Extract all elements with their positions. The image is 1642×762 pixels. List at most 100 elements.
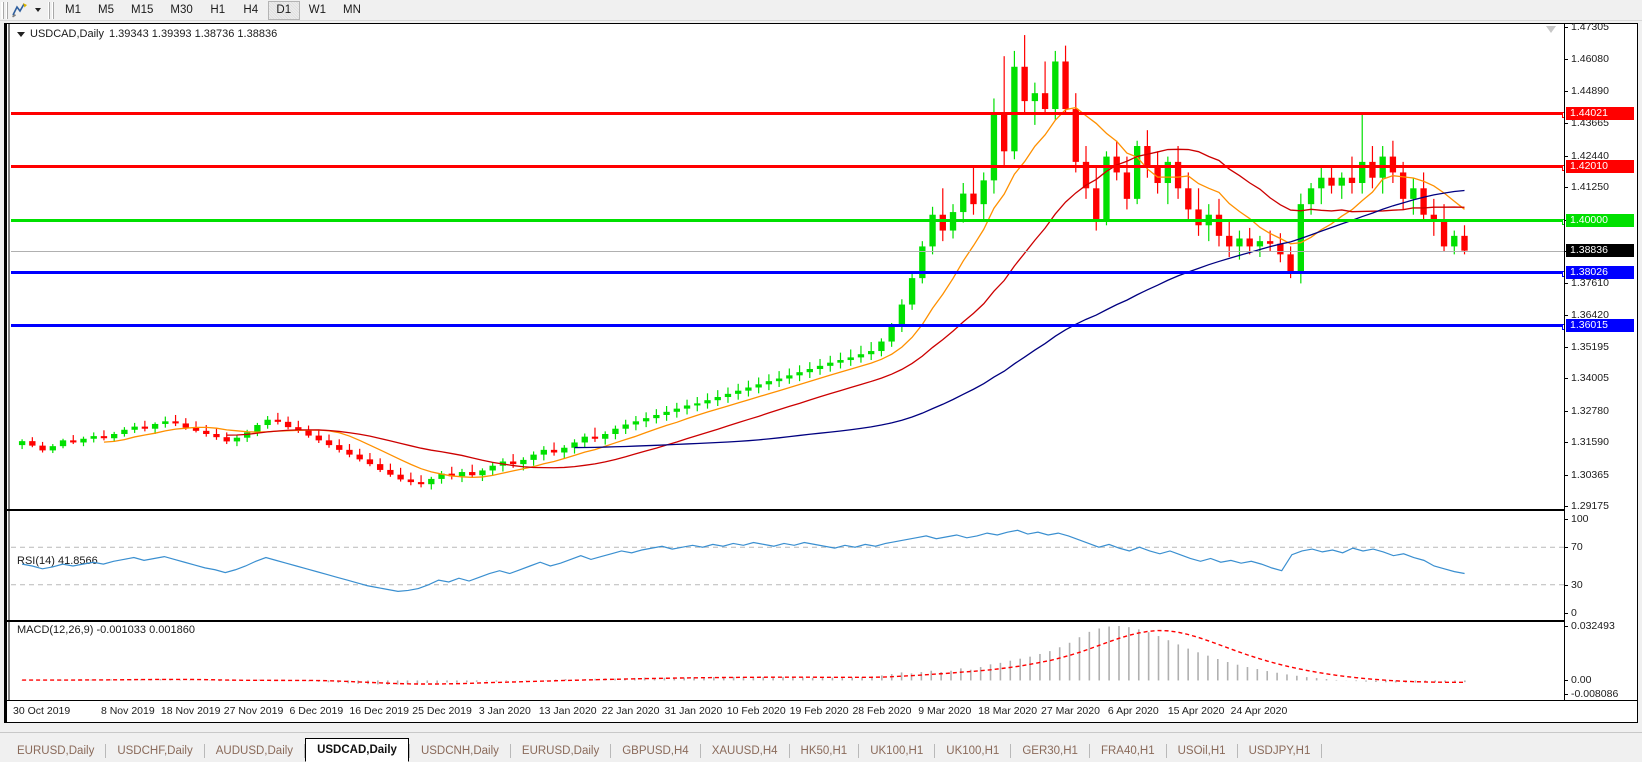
price-tick-1.32780: 1.32780 [1565, 405, 1609, 417]
price-tick-1.29175: 1.29175 [1565, 501, 1609, 512]
chart-tab-fra40-h1[interactable]: FRA40,H1 [1100, 745, 1155, 757]
chart-menu-caret-icon[interactable] [17, 31, 25, 37]
chart-tab-uk100-h1[interactable]: UK100,H1 [870, 745, 924, 757]
tab-divider [1165, 744, 1167, 758]
chart-symbol-header: USDCAD,Daily 1.39343 1.39393 1.38736 1.3… [17, 28, 277, 40]
date-label-0: 30 Oct 2019 [13, 705, 71, 717]
toolbar-grip[interactable] [1, 1, 8, 19]
timeframe-button-h4[interactable]: H4 [243, 4, 259, 16]
date-label-5: 16 Dec 2019 [349, 705, 409, 717]
tab-divider [699, 744, 701, 758]
level-line-support-2[interactable] [11, 323, 1568, 330]
price-tick-1.30365: 1.30365 [1565, 469, 1609, 481]
chart-ohlc-values: 1.39343 1.39393 1.38736 1.38836 [108, 28, 278, 40]
rsi-label: RSI(14) 41.8566 [17, 555, 98, 567]
chart-tab-gbpusd-h4[interactable]: GBPUSD,H4 [622, 745, 689, 757]
price-tick-1.47305: 1.47305 [1565, 22, 1609, 33]
tab-divider [610, 744, 612, 758]
timeframe-button-mn[interactable]: MN [343, 4, 361, 16]
chart-tab-audusd-daily[interactable]: AUDUSD,Daily [215, 745, 294, 757]
chart-frame[interactable]: USDCAD,Daily 1.39343 1.39393 1.38736 1.3… [4, 22, 1638, 723]
price-tick-1.41250: 1.41250 [1565, 181, 1609, 193]
chart-tab-uk100-h1[interactable]: UK100,H1 [946, 745, 1000, 757]
chart-left-scrollbar[interactable] [7, 24, 10, 722]
timeframe-button-m1[interactable]: M1 [65, 4, 81, 16]
price-label-1.38026[interactable]: 1.38026 [1566, 265, 1634, 279]
chart-tab-usoil-h1[interactable]: USOil,H1 [1177, 745, 1226, 757]
level-line-resistance-2[interactable] [11, 165, 1568, 172]
rsi-panel[interactable] [11, 511, 1565, 619]
tab-divider [1236, 744, 1238, 758]
timeframe-button-m5[interactable]: M5 [98, 4, 114, 16]
date-label-15: 18 Mar 2020 [978, 705, 1038, 717]
date-label-19: 24 Apr 2020 [1230, 705, 1288, 717]
chart-tab-eurusd-daily[interactable]: EURUSD,Daily [521, 745, 600, 757]
date-label-18: 15 Apr 2020 [1167, 705, 1225, 717]
current-price-line [11, 250, 1564, 252]
date-label-16: 27 Mar 2020 [1040, 705, 1100, 717]
level-line-resistance-1[interactable] [11, 112, 1568, 119]
date-label-12: 19 Feb 2020 [789, 705, 849, 717]
date-label-14: 9 Mar 2020 [918, 705, 972, 717]
candlestick-canvas [18, 35, 1468, 490]
tab-divider [105, 744, 107, 758]
rsi-canvas [11, 529, 1565, 592]
date-label-4: 6 Dec 2019 [289, 705, 344, 717]
price-label-1.44021[interactable]: 1.44021 [1566, 107, 1634, 121]
macd-label: MACD(12,26,9) -0.001033 0.001860 [17, 624, 195, 636]
timeframe-button-w1[interactable]: W1 [308, 4, 326, 16]
chart-tabs-bar: EURUSD,Daily USDCHF,Daily AUDUSD,Daily USDC… [0, 732, 1642, 762]
price-scale[interactable]: 1.47305 1.46080 1.44890 1.43665 1.42440 1.412… [1564, 22, 1637, 722]
date-label-7: 3 Jan 2020 [478, 705, 531, 717]
timeframe-button-m30[interactable]: M30 [170, 4, 193, 16]
chart-tab-eurusd-daily[interactable]: EURUSD,Daily [17, 745, 95, 757]
chart-tab-usdjpy-h1[interactable]: USDJPY,H1 [1248, 745, 1311, 757]
date-label-9: 22 Jan 2020 [601, 705, 660, 717]
date-label-3: 27 Nov 2019 [223, 705, 284, 717]
price-tick-1.36420: 1.36420 [1565, 309, 1609, 321]
indicators-dropdown-caret[interactable] [31, 1, 44, 20]
chart-tab-hk50-h1[interactable]: HK50,H1 [800, 745, 848, 757]
price-tick-1.35195: 1.35195 [1565, 341, 1609, 353]
price-tick-1.42440: 1.42440 [1565, 150, 1609, 162]
macd-tick-2: -0.008086 [1565, 689, 1618, 700]
price-panel[interactable] [11, 24, 1568, 509]
price-label-1.42010[interactable]: 1.42010 [1566, 160, 1634, 174]
level-line-support-1[interactable] [11, 270, 1568, 277]
timeframe-button-h1[interactable]: H1 [210, 4, 226, 16]
tab-divider [1321, 744, 1323, 758]
rsi-tick-70: 70 [1565, 542, 1583, 553]
price-label-1.40000[interactable]: 1.40000 [1566, 213, 1634, 227]
rsi-panel-divider [7, 509, 1637, 511]
chart-tab-ger30-h1[interactable]: GER30,H1 [1022, 745, 1078, 757]
level-line-pivot[interactable] [11, 218, 1568, 225]
price-tick-1.44890: 1.44890 [1565, 85, 1609, 97]
date-axis[interactable]: 30 Oct 2019 8 Nov 2019 18 Nov 2019 27 Nov 2… [7, 700, 1637, 722]
chart-tab-usdchf-daily[interactable]: USDCHF,Daily [117, 745, 193, 757]
timeframe-group: M1 M5 M15 M30 H1 H4 D1 W1 MN [57, 0, 369, 20]
price-tick-1.37610: 1.37610 [1565, 278, 1609, 289]
price-label-1.38836[interactable]: 1.38836 [1566, 244, 1634, 258]
chart-tab-usdcad-daily[interactable]: USDCAD,Daily [305, 738, 409, 762]
tab-divider [1010, 744, 1012, 758]
chart-symbol-label: USDCAD,Daily [30, 28, 104, 40]
price-tick-1.46080: 1.46080 [1565, 54, 1609, 65]
tab-divider [203, 744, 205, 758]
rsi-tick-100: 100 [1565, 514, 1589, 525]
timeframe-button-m15[interactable]: M15 [131, 4, 154, 16]
scroll-up-indicator-icon[interactable] [1546, 26, 1556, 33]
date-label-17: 6 Apr 2020 [1107, 705, 1159, 717]
date-label-6: 25 Dec 2019 [412, 705, 472, 717]
macd-tick-1: 0.00 [1565, 675, 1591, 686]
date-label-1: 8 Nov 2019 [100, 705, 155, 717]
indicators-icon[interactable] [9, 1, 31, 20]
chart-tab-xauusd-h4[interactable]: XAUUSD,H4 [711, 745, 778, 757]
macd-panel[interactable] [11, 622, 1564, 700]
price-label-1.36015[interactable]: 1.36015 [1566, 318, 1634, 332]
timeframe-button-d1[interactable]: D1 [267, 0, 300, 20]
macd-panel-divider [7, 620, 1637, 622]
macd-tick-0: 0.032493 [1565, 621, 1615, 632]
chart-tab-usdcnh-daily[interactable]: USDCNH,Daily [420, 745, 499, 757]
toolbar-separator [48, 1, 55, 19]
